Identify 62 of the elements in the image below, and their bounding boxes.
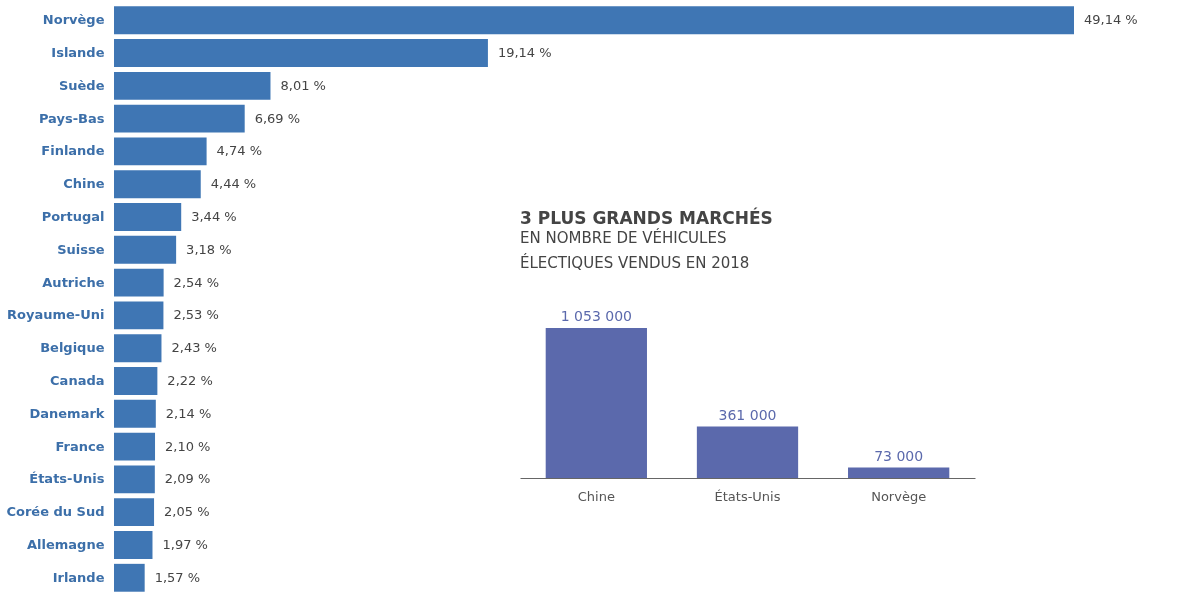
data-label: 2,14 % xyxy=(165,405,212,421)
bar xyxy=(114,39,488,67)
data-label: 2,22 % xyxy=(167,372,213,388)
y-tick-label: France xyxy=(55,438,105,454)
data-label: 1 053 000 xyxy=(560,308,632,324)
y-tick-label: Finlande xyxy=(41,143,105,159)
bar xyxy=(114,6,1074,35)
y-tick-label: Autriche xyxy=(42,274,105,290)
y-tick-label: Danemark xyxy=(29,405,105,421)
data-label: 49,14 % xyxy=(1084,12,1138,28)
y-tick-label: Allemagne xyxy=(27,536,105,552)
y-tick-label: Pays-Bas xyxy=(38,110,105,126)
bar xyxy=(114,170,201,199)
bar xyxy=(114,367,158,395)
data-label: 2,54 % xyxy=(173,274,220,290)
bar xyxy=(114,334,162,363)
data-label: 19,14 % xyxy=(497,45,552,61)
bar xyxy=(114,531,153,559)
y-tick-label: Corée du Sud xyxy=(6,504,105,520)
data-label: 3,44 % xyxy=(191,209,237,225)
bar xyxy=(114,104,245,133)
data-label: 4,74 % xyxy=(216,143,263,159)
y-tick-label: Suède xyxy=(58,77,105,93)
y-tick-label: Suisse xyxy=(57,241,105,257)
bar xyxy=(114,301,164,330)
data-label: 2,10 % xyxy=(165,438,211,454)
bar xyxy=(114,498,155,527)
y-tick-label: Norvège xyxy=(42,12,105,28)
y-tick-label: Islande xyxy=(51,45,105,61)
bar xyxy=(114,465,155,494)
x-tick-label: Norvège xyxy=(871,488,927,504)
y-tick-label: Portugal xyxy=(41,209,105,225)
chart-title: 3 PLUS GRANDS MARCHÉS xyxy=(520,207,773,228)
bar xyxy=(114,432,156,461)
bar xyxy=(114,235,177,264)
bar xyxy=(114,137,207,166)
y-tick-label: Chine xyxy=(63,176,105,192)
data-label: 2,09 % xyxy=(164,471,211,487)
y-tick-label: Canada xyxy=(50,372,105,388)
data-label: 1,57 % xyxy=(154,569,201,585)
data-label: 73 000 xyxy=(874,447,924,464)
data-label: 4,44 % xyxy=(210,176,257,192)
data-label: 361 000 xyxy=(718,406,777,423)
bar xyxy=(114,399,156,428)
x-tick-label: Chine xyxy=(577,488,615,504)
x-tick-label: États-Unis xyxy=(714,488,781,504)
data-label: 2,53 % xyxy=(173,307,219,323)
bar xyxy=(114,203,182,231)
chart-subtitle: EN NOMBRE DE VÉHICULES ÉLECTIQUES VENDUS EN 2018 xyxy=(520,228,750,272)
data-label: 3,18 % xyxy=(186,241,232,257)
bar xyxy=(114,563,145,592)
data-label: 8,01 % xyxy=(280,77,326,93)
data-label: 2,43 % xyxy=(171,340,217,356)
data-label: 6,69 % xyxy=(254,110,301,126)
y-tick-label: Royaume-Uni xyxy=(7,307,105,323)
data-label: 1,97 % xyxy=(162,536,208,552)
y-tick-label: Irlande xyxy=(52,569,105,585)
bar xyxy=(114,71,271,100)
y-tick-label: Belgique xyxy=(40,340,105,356)
data-label: 2,05 % xyxy=(164,504,210,520)
y-tick-label: États-Unis xyxy=(29,471,105,487)
bar xyxy=(114,268,164,297)
